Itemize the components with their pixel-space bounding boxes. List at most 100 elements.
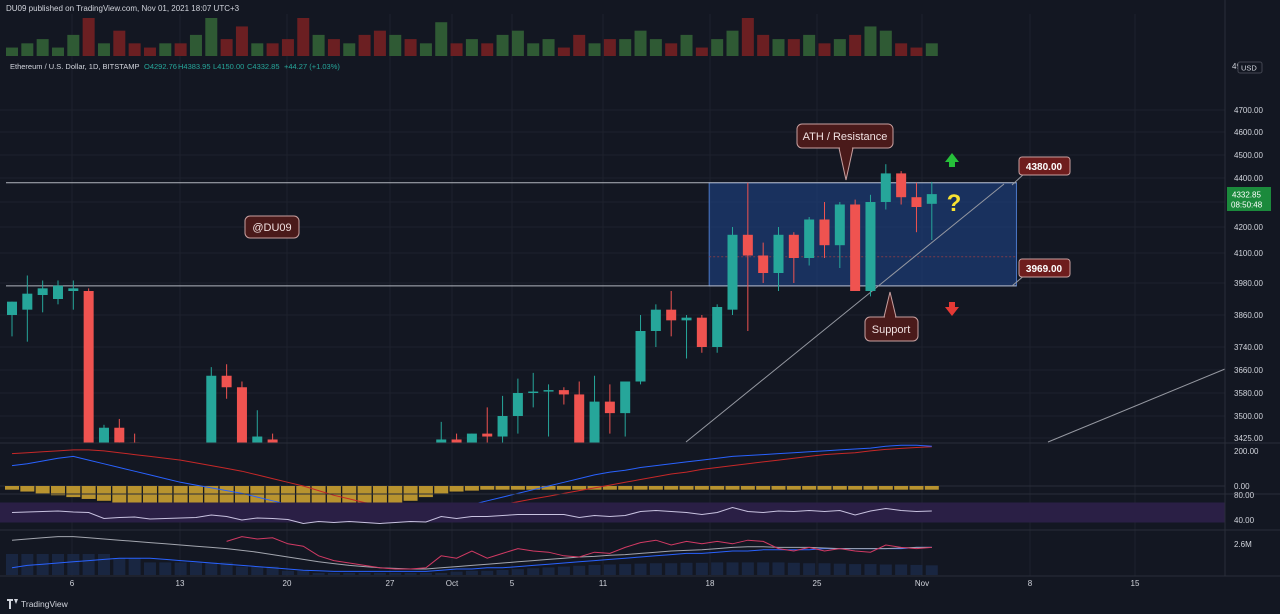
- indicator-hist-bar: [343, 572, 356, 575]
- price-tick: 3500.00: [1234, 412, 1263, 421]
- resistance-zone[interactable]: [708, 182, 1017, 287]
- resistance-callout[interactable]: ATH / Resistance: [796, 123, 894, 181]
- resistance-text: ATH / Resistance: [803, 131, 888, 143]
- indicator-hist-bar: [281, 570, 294, 575]
- candle-down: [758, 255, 769, 273]
- trend-lines[interactable]: [685, 183, 1226, 443]
- support-callout[interactable]: Support: [864, 291, 919, 342]
- candle-up: [68, 288, 79, 291]
- volume-bar: [787, 39, 800, 56]
- watermark-callout[interactable]: @DU09: [244, 215, 300, 239]
- currency-badge[interactable]: USD: [1237, 61, 1263, 74]
- indicator-hist-bar: [557, 566, 570, 575]
- volume-bar: [220, 39, 233, 56]
- volume-bar: [82, 18, 95, 56]
- indicator-hist-bar: [818, 563, 831, 575]
- candle-down: [267, 439, 278, 443]
- legend-close: C4332.85: [247, 62, 280, 71]
- macd-hist-bar: [756, 486, 771, 490]
- horizontal-levels[interactable]: [6, 182, 1017, 287]
- volume-bar: [404, 39, 417, 56]
- macd-hist-bar: [710, 486, 725, 490]
- indicator-hist-bar: [21, 554, 34, 575]
- volume-bar: [297, 18, 310, 56]
- macd-hist-bar: [572, 486, 587, 490]
- candle-down: [604, 401, 615, 414]
- indicator-volatility-line: [226, 536, 932, 570]
- indicator-hist-bar: [235, 566, 248, 575]
- indicator-hist-bar: [373, 572, 386, 575]
- tradingview-footer: TradingView: [0, 595, 1280, 614]
- candlesticks[interactable]: [7, 164, 937, 614]
- indicator-hist-bar: [665, 563, 678, 575]
- volume-bar: [711, 39, 724, 56]
- candle-up: [436, 439, 447, 443]
- volume-bar: [573, 34, 586, 56]
- level-high-tag[interactable]: 4380.00: [1011, 156, 1071, 186]
- price-tick: 4200.00: [1234, 223, 1263, 232]
- candle-up: [528, 391, 539, 393]
- macd-hist-bar: [848, 486, 863, 490]
- candle-up: [865, 202, 876, 291]
- indicator-hist-bar: [82, 554, 95, 575]
- macd-hist-bar: [786, 486, 801, 490]
- time-tick: 11: [599, 579, 608, 588]
- symbol-legend: Ethereum / U.S. Dollar, 1D, BITSTAMP O42…: [10, 62, 340, 71]
- level-low-tag[interactable]: 3969.00: [1011, 258, 1071, 287]
- macd-hist-bar: [96, 486, 111, 501]
- rsi-pane[interactable]: [0, 502, 1225, 525]
- indicator-tick: 40.00: [1234, 516, 1255, 525]
- level-low-text: 3969.00: [1026, 264, 1063, 275]
- volume-bar: [419, 43, 432, 56]
- indicator-hist-bar: [251, 566, 264, 575]
- indicator-hist-bar: [879, 564, 892, 575]
- indicator-tick: 200.00: [1234, 447, 1259, 456]
- time-axis[interactable]: 6 13 20 27 Oct 5 11 18 25 Nov 8 15: [70, 579, 1140, 588]
- time-tick: Nov: [915, 579, 929, 588]
- price-tick: 3860.00: [1234, 311, 1263, 320]
- time-tick: 25: [813, 579, 822, 588]
- candle-down: [666, 309, 677, 321]
- volume-bar: [6, 47, 18, 56]
- indicator-hist-bar: [450, 571, 463, 575]
- candle-up: [681, 317, 692, 321]
- legend-symbol: Ethereum / U.S. Dollar, 1D, BITSTAMP: [10, 62, 139, 71]
- macd-hist-bar: [526, 486, 541, 490]
- candle-down: [696, 317, 707, 347]
- candle-down: [482, 433, 493, 437]
- macd-hist-bar: [434, 486, 449, 494]
- time-tick: 6: [70, 579, 75, 588]
- indicator-hist-bar: [542, 567, 555, 575]
- time-tick: 27: [386, 579, 395, 588]
- indicator-hist-bar: [603, 564, 616, 575]
- indicator-hist-bar: [757, 562, 770, 575]
- indicator-hist-bar: [772, 562, 785, 575]
- candle-up: [7, 301, 17, 315]
- indicator-hist-bar: [695, 562, 708, 575]
- macd-hist-bar: [894, 486, 909, 490]
- macd-hist-bar: [740, 486, 755, 490]
- indicator-hist-bar: [174, 562, 187, 575]
- volume-bar: [695, 47, 708, 56]
- third-indicator-pane[interactable]: [6, 536, 938, 575]
- macd-hist-bar: [510, 486, 525, 490]
- candle-up: [497, 416, 508, 437]
- volume-bar: [159, 43, 172, 56]
- macd-hist-bar: [418, 486, 433, 498]
- candle-up: [206, 375, 217, 443]
- indicator-tick: 80.00: [1234, 491, 1255, 500]
- volume-bar: [634, 30, 647, 56]
- indicator-hist-bar: [51, 554, 64, 575]
- secondary-trendline: [1047, 368, 1226, 443]
- indicator-hist-bar: [741, 562, 754, 575]
- macd-hist-bar: [480, 486, 495, 490]
- price-tick: 3740.00: [1234, 343, 1263, 352]
- indicator-hist-bar: [833, 563, 846, 575]
- currency-label: USD: [1241, 64, 1257, 73]
- indicator-hist-bar: [787, 562, 800, 575]
- candle-down: [788, 234, 799, 258]
- indicator-hist-bar: [358, 572, 371, 575]
- indicator-hist-bar: [189, 562, 202, 575]
- legend-change: +44.27 (+1.03%): [284, 62, 340, 71]
